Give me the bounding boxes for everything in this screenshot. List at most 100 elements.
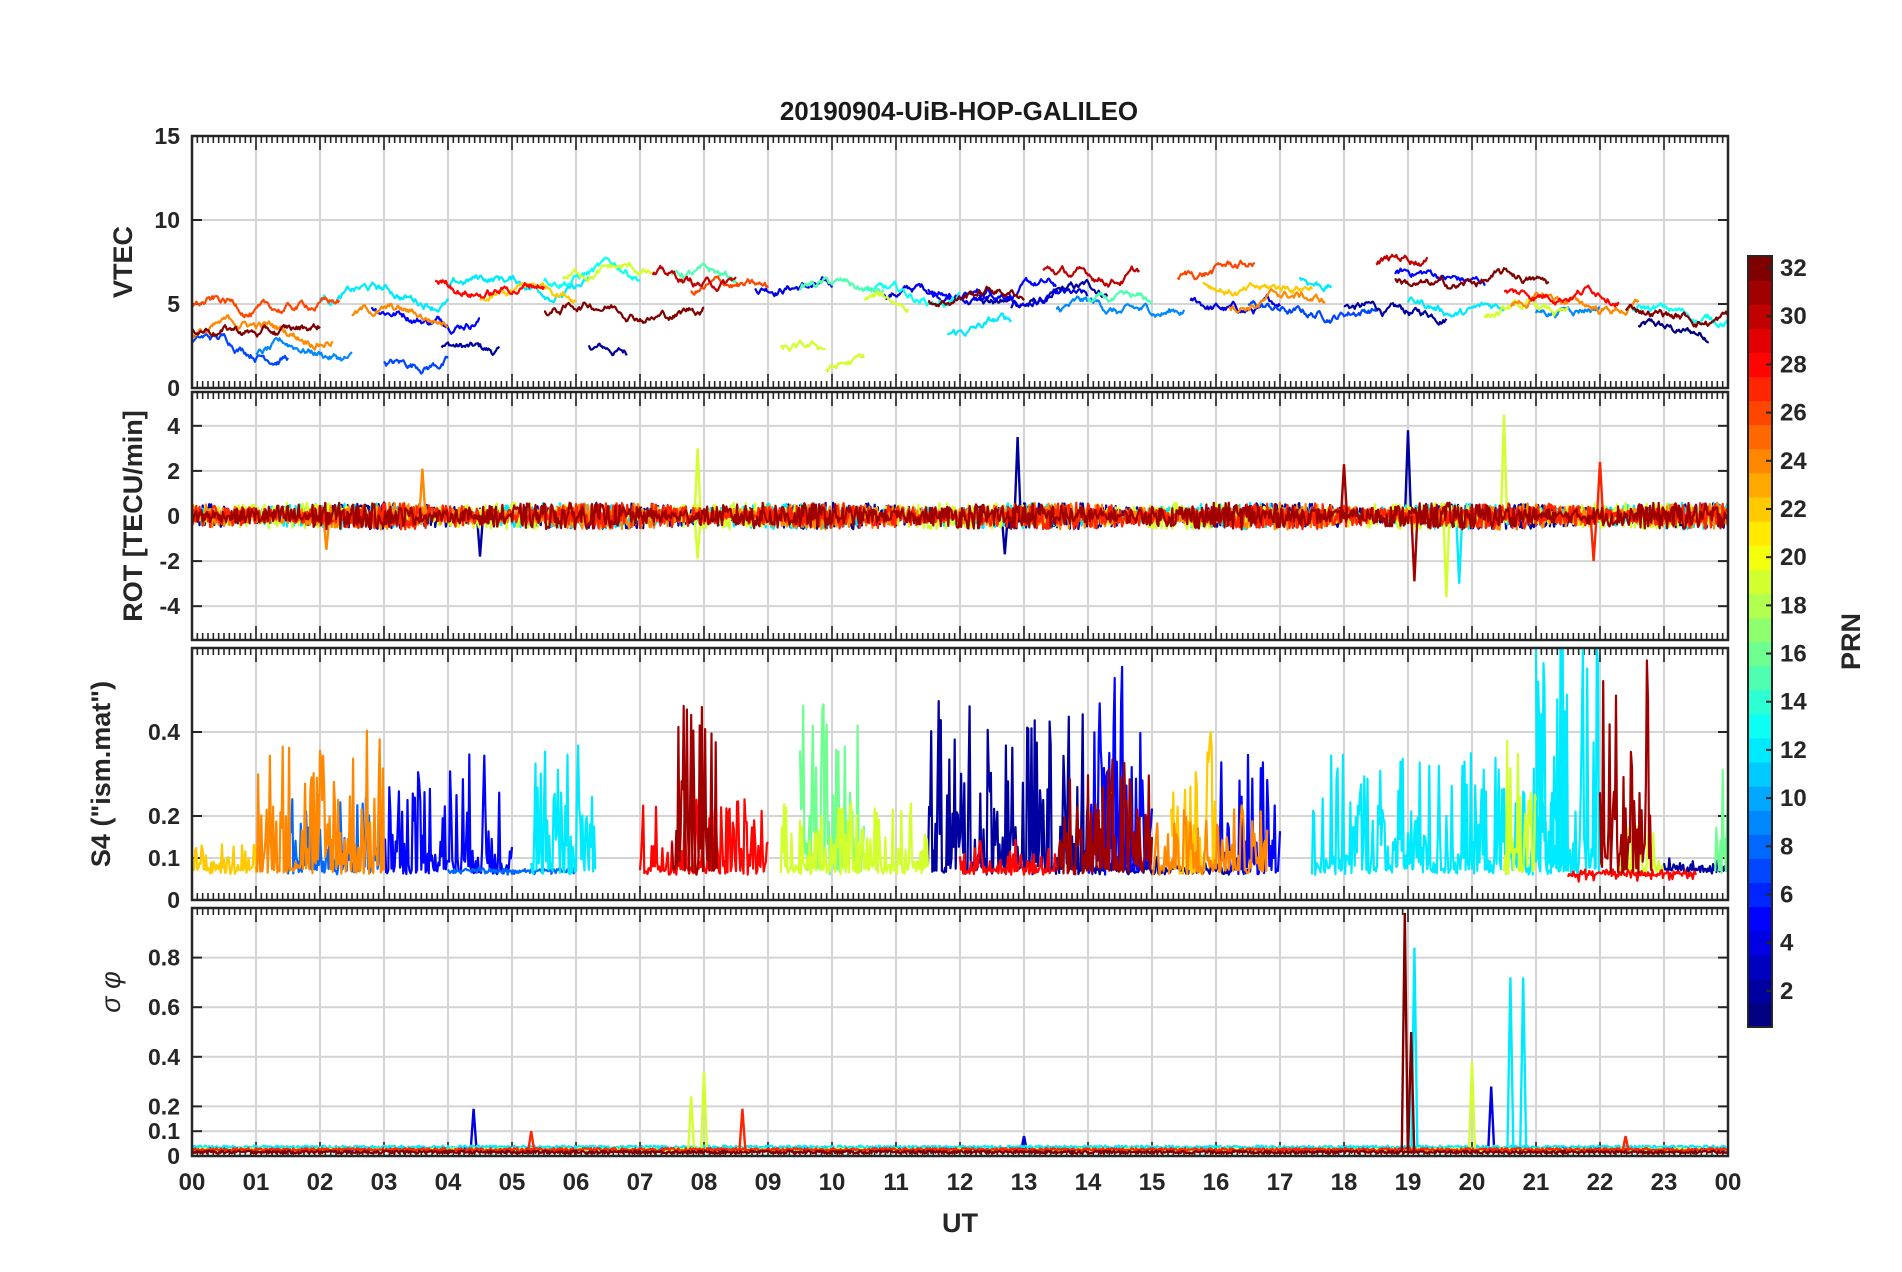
series-prn-32 <box>192 1149 1728 1155</box>
series-prn-28 <box>434 279 545 299</box>
y-tick-label: 4 <box>167 413 180 439</box>
series-prn-13 <box>863 280 961 308</box>
series-prn-19 <box>780 339 826 352</box>
x-tick-label: 12 <box>947 1169 974 1196</box>
y-tick-label: -4 <box>160 593 181 619</box>
y-tick-label: -2 <box>160 548 180 574</box>
series-prn-32 <box>543 301 705 324</box>
panel-frame <box>190 390 1730 642</box>
series-prn-2 <box>1343 300 1448 326</box>
y-tick-label: 0.2 <box>148 803 180 829</box>
spike-prn-32 <box>1407 1031 1416 1152</box>
series-prn-24 <box>254 729 386 875</box>
spike-prn-2 <box>1403 430 1413 517</box>
spike-prn-12 <box>1506 977 1515 1152</box>
series-prn-5 <box>927 276 1057 303</box>
y-axis-label: ROT [TECU/min] <box>118 410 148 621</box>
colorbar-tick-label: 12 <box>1780 737 1807 764</box>
colorbar-tick-label: 20 <box>1780 544 1807 571</box>
spike-prn-27 <box>738 1108 747 1152</box>
x-tick-label: 00 <box>1715 1169 1742 1196</box>
series-prn-19 <box>562 261 654 283</box>
colorbar-band <box>1748 1002 1772 1028</box>
panel-rot: -4 -2 0 2 4 ROT [TECU/min] <box>118 390 1730 642</box>
series-prn-15 <box>798 276 885 294</box>
spike-prn-19 <box>699 1071 709 1152</box>
colorbar-band <box>1748 761 1772 787</box>
series-prn-12 <box>1310 749 1570 876</box>
spike-prn-19 <box>687 1096 696 1152</box>
x-tick-label: 02 <box>307 1169 334 1196</box>
colorbar-band <box>1748 713 1772 739</box>
series-prn-12 <box>1406 296 1505 318</box>
spike-prn-24 <box>418 468 427 517</box>
series-prn-9 <box>1055 295 1186 318</box>
series-prn-12 <box>318 281 450 313</box>
spike-prn-12 <box>1455 515 1464 584</box>
colorbar-tick-label: 30 <box>1780 303 1807 330</box>
series-prn-19 <box>1502 739 1538 875</box>
spike-prn-4 <box>469 1108 478 1152</box>
series-prn-2 <box>1662 856 1728 875</box>
series-prn-32 <box>927 285 1025 308</box>
series-prn-26 <box>690 275 769 296</box>
x-tick-label: 10 <box>819 1169 846 1196</box>
y-axis-label: VTEC <box>108 226 138 298</box>
colorbar-band <box>1748 617 1772 643</box>
y-axis-label: σ φ <box>96 971 126 1012</box>
x-tick-label: 17 <box>1267 1169 1294 1196</box>
y-axis-label: S4 ("ism.mat") <box>86 681 116 867</box>
x-tick-label: 07 <box>627 1169 654 1196</box>
series-prn-12 <box>446 274 590 304</box>
series-prn-31 <box>192 501 1728 531</box>
panel-sigma_phi: 00.10.2 0.4 0.6 0.8 σ φ <box>96 906 1730 1169</box>
x-tick-label: 20 <box>1459 1169 1486 1196</box>
series-prn-2 <box>587 342 628 357</box>
x-tick-label: 04 <box>435 1169 462 1196</box>
x-tick-label: 19 <box>1395 1169 1422 1196</box>
spike-prn-12 <box>1519 977 1528 1152</box>
y-tick-label: 10 <box>154 207 180 233</box>
series-prn-28 <box>1503 284 1620 308</box>
series-prn-13 <box>543 256 641 289</box>
colorbar-tick-label: 8 <box>1780 833 1793 860</box>
spike-prn-31 <box>1339 464 1349 517</box>
colorbar-band <box>1748 328 1772 353</box>
colorbar-tick-label: 6 <box>1780 881 1793 908</box>
x-axis-label: UT <box>942 1208 978 1238</box>
series-prn-19 <box>1483 298 1569 319</box>
spike-prn-24 <box>322 515 331 550</box>
series-prn-4 <box>1010 288 1089 309</box>
panel-frame <box>190 906 1730 1158</box>
colorbar-band <box>1748 810 1772 835</box>
series-prn-32 <box>1394 267 1550 290</box>
y-tick-label: 0.8 <box>148 945 180 971</box>
x-tick-label: 09 <box>755 1169 782 1196</box>
x-tick-label: 22 <box>1587 1169 1614 1196</box>
series-prn-24 <box>1228 288 1326 314</box>
x-tick-label: 06 <box>563 1169 590 1196</box>
series-prn-16 <box>1714 768 1728 875</box>
spike-prn-27 <box>1589 515 1598 562</box>
x-tick-label: 13 <box>1011 1169 1038 1196</box>
x-tick-label: 01 <box>243 1169 270 1196</box>
series-prn-12 <box>947 312 1013 337</box>
panel-data <box>192 253 1728 375</box>
series-prn-28 <box>958 838 1058 876</box>
y-tick-label: 0.1 <box>148 1118 180 1144</box>
x-tick-label: 11 <box>883 1169 908 1196</box>
series-prn-22 <box>479 282 577 304</box>
y-tick-label: 0 <box>167 1143 180 1169</box>
colorbar-tick-label: 2 <box>1780 978 1793 1005</box>
series-prn-8 <box>447 865 577 876</box>
series-prn-12 <box>1534 648 1602 876</box>
colorbar-band <box>1748 424 1772 450</box>
colorbar-band <box>1748 472 1772 498</box>
series-prn-26 <box>192 295 341 319</box>
colorbar-band <box>1748 280 1772 305</box>
spike-prn-4 <box>1487 1086 1496 1152</box>
series-prn-19 <box>779 801 930 876</box>
series-prn-9 <box>255 336 353 362</box>
spike-prn-2 <box>1013 437 1022 517</box>
